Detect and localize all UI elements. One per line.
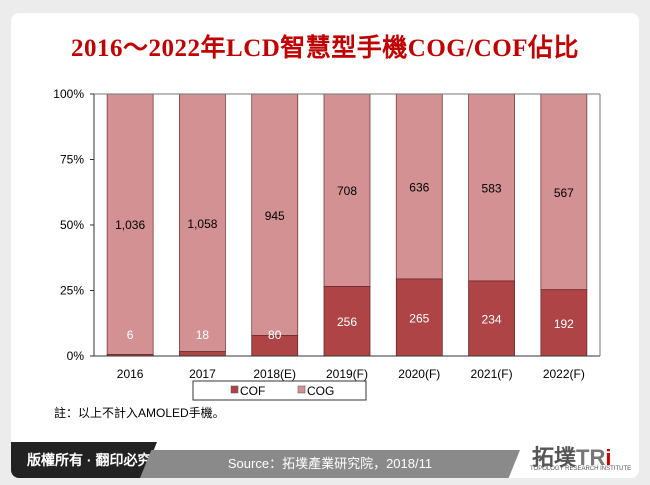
x-tick-label: 2021(F) — [471, 367, 513, 381]
data-label-cof: 6 — [127, 328, 134, 342]
data-label-cog: 567 — [554, 186, 574, 200]
data-label-cog: 1,036 — [115, 218, 145, 232]
logo-subtitle: TOPOLOGY RESEARCH INSTITUTE — [530, 466, 632, 472]
tri-logo: 拓墣TRi — [532, 445, 612, 470]
legend-box — [192, 380, 367, 401]
bar-cog — [251, 93, 299, 336]
bar-cof — [468, 280, 515, 357]
y-tick-label: 100% — [53, 87, 84, 101]
data-label-cog: 636 — [409, 180, 429, 194]
bar-cof — [323, 286, 371, 357]
x-tick-label: 2016 — [117, 367, 144, 381]
x-tick-label: 2022(F) — [543, 367, 585, 381]
x-tick-label: 2018(E) — [253, 367, 296, 381]
bar-cog — [106, 93, 154, 355]
data-label-cof: 265 — [409, 311, 429, 325]
bar-cog — [540, 93, 588, 291]
data-label-cog: 1,058 — [187, 217, 217, 231]
legend-swatch-cog — [297, 385, 306, 394]
data-label-cof: 256 — [337, 315, 357, 329]
x-tick-label: 2020(F) — [398, 367, 440, 381]
y-tick-label: 25% — [60, 284, 84, 298]
data-label-cog: 708 — [337, 184, 357, 198]
source-bar — [140, 450, 520, 478]
data-label-cof: 234 — [482, 312, 502, 326]
y-tick-label: 0% — [67, 349, 85, 363]
bar-cof — [540, 289, 588, 357]
copyright-label: 版權所有 · 翻印必究 — [11, 442, 157, 478]
bar-cof — [179, 351, 226, 357]
x-tick-label: 2019(F) — [326, 367, 368, 381]
bar-cog — [179, 93, 226, 353]
data-label-cof: 80 — [268, 328, 282, 342]
data-label-cog: 583 — [482, 181, 502, 195]
legend-label-cof: COF — [240, 384, 265, 398]
legend-label-cog: COG — [307, 384, 334, 398]
y-tick-label: 50% — [60, 218, 84, 232]
legend-swatch-cof — [230, 385, 239, 394]
x-tick-label: 2017 — [189, 367, 216, 381]
y-tick-label: 75% — [60, 153, 84, 167]
chart-title: 2016～2022年LCD智慧型手機COG/COF佔比 — [71, 35, 579, 62]
data-label-cog: 945 — [265, 209, 285, 223]
footnote: 註：以上不計入AMOLED手機。 — [54, 406, 225, 420]
data-label-cof: 192 — [554, 317, 574, 331]
data-label-cof: 18 — [196, 328, 210, 342]
source-text: Source：拓墣產業研究院，2018/11 — [227, 456, 433, 471]
